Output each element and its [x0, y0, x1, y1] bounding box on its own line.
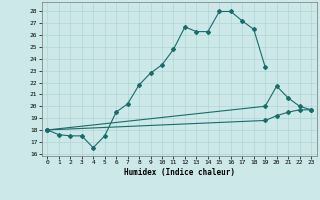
X-axis label: Humidex (Indice chaleur): Humidex (Indice chaleur) — [124, 168, 235, 177]
